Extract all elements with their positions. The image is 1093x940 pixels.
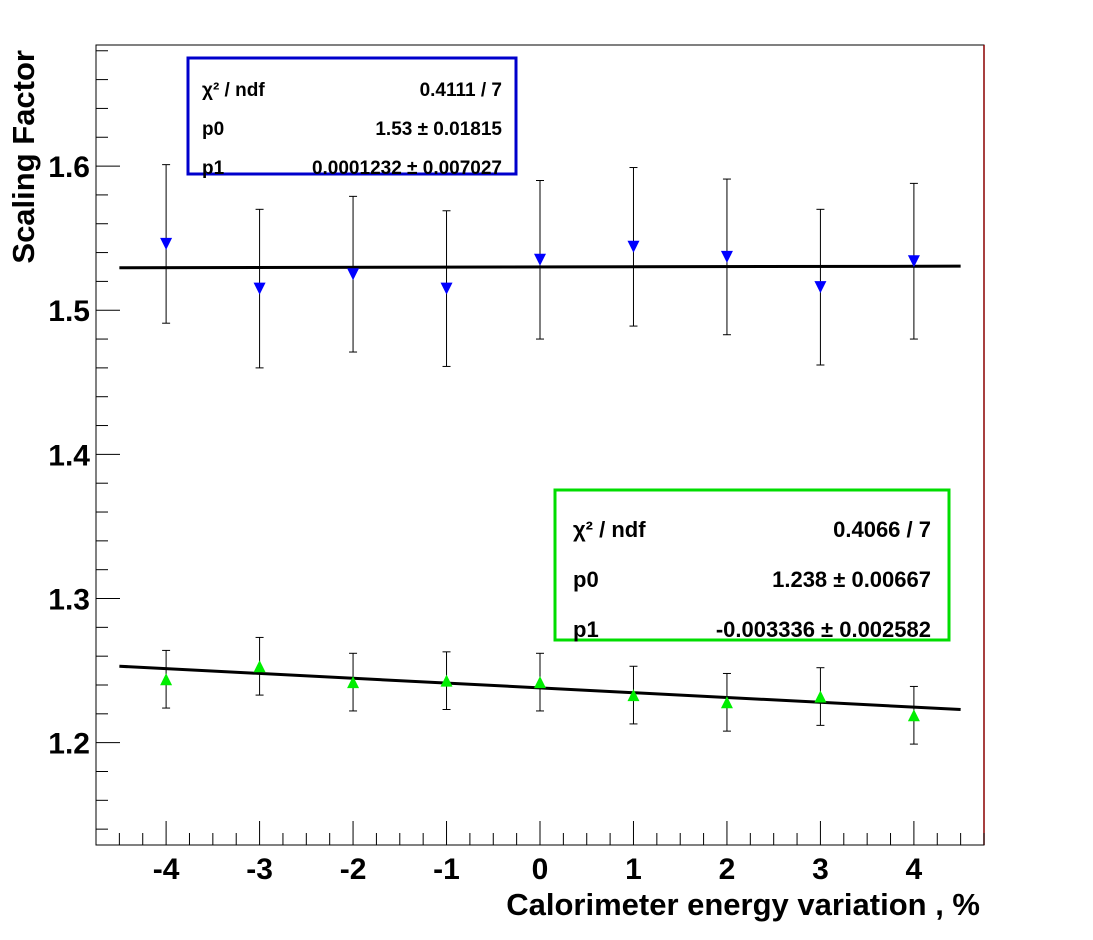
data-point (627, 689, 640, 702)
data-point (347, 676, 360, 689)
data-point (907, 709, 920, 722)
y-tick-label: 1.3 (48, 584, 90, 617)
y-tick-label: 1.6 (48, 151, 90, 184)
data-point (347, 268, 360, 281)
stats-box-2: χ² / ndf 0.4066 / 7 p0 1.238 ± 0.00667 p1 -0.… (553, 488, 951, 642)
data-point (534, 676, 546, 689)
x-axis-title: Calorimeter energy variation , % (506, 887, 980, 922)
series-layer (119, 164, 961, 745)
stats-value: 0.4111 / 7 (420, 80, 502, 101)
x-tick-label: -1 (433, 853, 460, 886)
data-point (253, 660, 266, 673)
data-point (814, 690, 827, 703)
stats-label: χ² / ndf (573, 517, 646, 542)
stats-box-border (553, 488, 951, 642)
stats-value: -0.003336 ± 0.002582 (716, 617, 931, 642)
data-point (907, 255, 920, 268)
data-point (253, 282, 266, 295)
x-tick-label: -3 (246, 853, 273, 886)
data-point (440, 282, 453, 295)
data-point (160, 237, 173, 250)
x-tick-label: 1 (625, 853, 642, 886)
y-axis-title: Scaling Factor (6, 50, 41, 264)
y-axis-ticks: 1.2 1.3 1.4 1.5 1.6 (48, 50, 120, 830)
x-tick-label: 4 (906, 853, 923, 886)
x-tick-label: 2 (719, 853, 736, 886)
y-tick-label: 1.2 (48, 728, 90, 761)
y-tick-label: 1.4 (48, 439, 90, 472)
x-tick-label: 0 (532, 853, 549, 886)
x-tick-label: -2 (340, 853, 367, 886)
data-point (720, 696, 733, 709)
data-point (440, 674, 453, 687)
stats-value: 1.238 ± 0.00667 (772, 567, 931, 592)
x-tick-label: 3 (812, 853, 829, 886)
stats-box-border (186, 56, 518, 176)
stats-label: p1 (573, 617, 599, 642)
plot-frame (95, 44, 985, 846)
stats-label: χ² / ndf (202, 80, 265, 101)
stats-label: p0 (573, 567, 599, 592)
data-point (534, 253, 546, 266)
series-1 (119, 164, 961, 369)
stats-label: p1 (202, 158, 225, 179)
data-point (160, 673, 173, 686)
x-axis-ticks: -4 -3 -2 -1 0 1 2 3 4 (95, 821, 985, 886)
data-point (814, 281, 827, 294)
stats-label: p0 (202, 119, 224, 140)
data-point (627, 240, 640, 253)
stats-value: 1.53 ± 0.01815 (375, 119, 502, 140)
stats-value: 0.4066 / 7 (833, 517, 931, 542)
stats-boxes: χ² / ndf 0.4111 / 7 p0 1.53 ± 0.01815 p1 0.00… (186, 56, 951, 642)
series-2 (119, 636, 961, 745)
stats-value: 0.0001232 ± 0.007027 (312, 158, 502, 179)
stats-box-1: χ² / ndf 0.4111 / 7 p0 1.53 ± 0.01815 p1 0.00… (186, 56, 518, 179)
x-tick-label: -4 (153, 853, 180, 886)
data-point (720, 250, 733, 263)
y-tick-label: 1.5 (48, 295, 90, 328)
